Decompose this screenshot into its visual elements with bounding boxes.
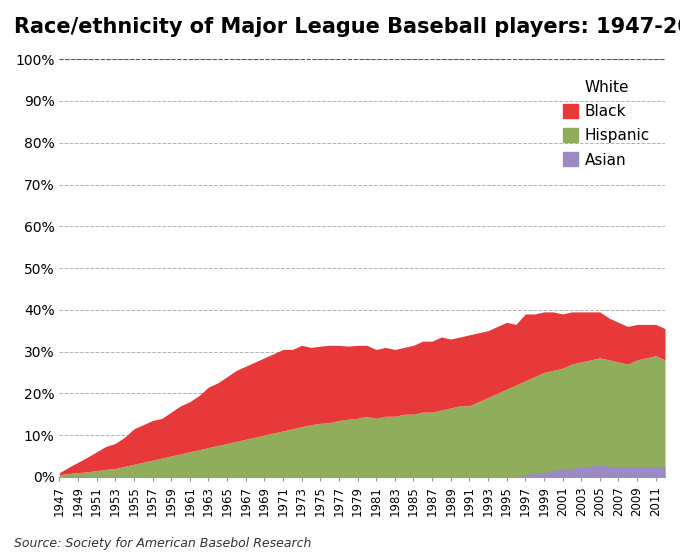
Text: Race/ethnicity of Major League Baseball players: 1947-2012: Race/ethnicity of Major League Baseball … <box>14 17 680 36</box>
Legend: White, Black, Hispanic, Asian: White, Black, Hispanic, Asian <box>558 75 654 172</box>
Text: Source: Society for American Basebol Research: Source: Society for American Basebol Res… <box>14 537 311 550</box>
